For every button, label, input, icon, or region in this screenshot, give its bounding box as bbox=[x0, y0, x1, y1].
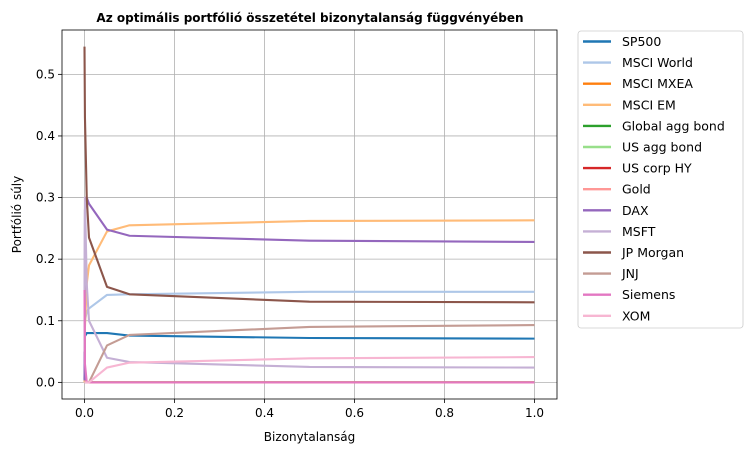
legend-label-global-agg-bond: Global agg bond bbox=[622, 118, 725, 133]
x-axis-label: Bizonytalanság bbox=[264, 430, 356, 444]
series-line-sp500 bbox=[83, 332, 535, 380]
legend-label-us-corp-hy: US corp HY bbox=[622, 161, 692, 176]
x-tick-label: 0.8 bbox=[435, 406, 454, 420]
y-tick-label: 0.0 bbox=[36, 375, 55, 389]
series-line-jp-morgan bbox=[83, 46, 535, 304]
grid bbox=[62, 30, 557, 399]
series-line-xom bbox=[83, 356, 535, 384]
legend: SP500 MSCI World MSCI MXEA MSCI EM Global ag… bbox=[577, 30, 744, 329]
legend-label-sp500: SP500 bbox=[622, 34, 661, 49]
y-tick-label: 0.3 bbox=[36, 191, 55, 205]
legend-label-siemens: Siemens bbox=[622, 287, 675, 302]
legend-label-dax: DAX bbox=[622, 203, 649, 218]
x-tick-label: 0.2 bbox=[165, 406, 184, 420]
y-tick-label: 0.5 bbox=[36, 67, 55, 81]
series-lines bbox=[83, 46, 535, 384]
y-axis-ticks: 0.0 0.1 0.2 0.3 0.4 0.5 bbox=[36, 67, 62, 389]
legend-label-gold: Gold bbox=[622, 182, 651, 197]
y-tick-label: 0.4 bbox=[36, 129, 55, 143]
x-tick-label: 0.6 bbox=[345, 406, 364, 420]
y-tick-label: 0.1 bbox=[36, 314, 55, 328]
y-tick-label: 0.2 bbox=[36, 252, 55, 266]
legend-frame bbox=[577, 30, 744, 329]
chart-title: Az optimális portfólió összetétel bizony… bbox=[96, 11, 523, 25]
x-axis-ticks: 0.0 0.2 0.4 0.6 0.8 1.0 bbox=[75, 399, 544, 420]
legend-label-msci-world: MSCI World bbox=[622, 55, 693, 70]
x-tick-label: 1.0 bbox=[525, 406, 544, 420]
series-line-msft bbox=[83, 196, 535, 369]
legend-label-jp-morgan: JP Morgan bbox=[621, 245, 684, 260]
legend-label-xom: XOM bbox=[622, 308, 650, 323]
legend-label-jnj: JNJ bbox=[621, 266, 639, 281]
legend-label-msft: MSFT bbox=[622, 224, 656, 239]
x-tick-label: 0.4 bbox=[255, 406, 274, 420]
legend-label-us-agg-bond: US agg bond bbox=[622, 140, 702, 155]
series-line-siemens bbox=[83, 289, 535, 384]
plot-area-frame bbox=[61, 29, 558, 400]
x-tick-label: 0.0 bbox=[75, 406, 94, 420]
series-line-jnj bbox=[83, 324, 535, 384]
legend-label-msci-em: MSCI EM bbox=[622, 97, 676, 112]
y-axis-label: Portfólió súly bbox=[10, 176, 24, 253]
series-line-msci-world bbox=[83, 290, 535, 327]
legend-label-msci-mxea: MSCI MXEA bbox=[622, 76, 693, 91]
